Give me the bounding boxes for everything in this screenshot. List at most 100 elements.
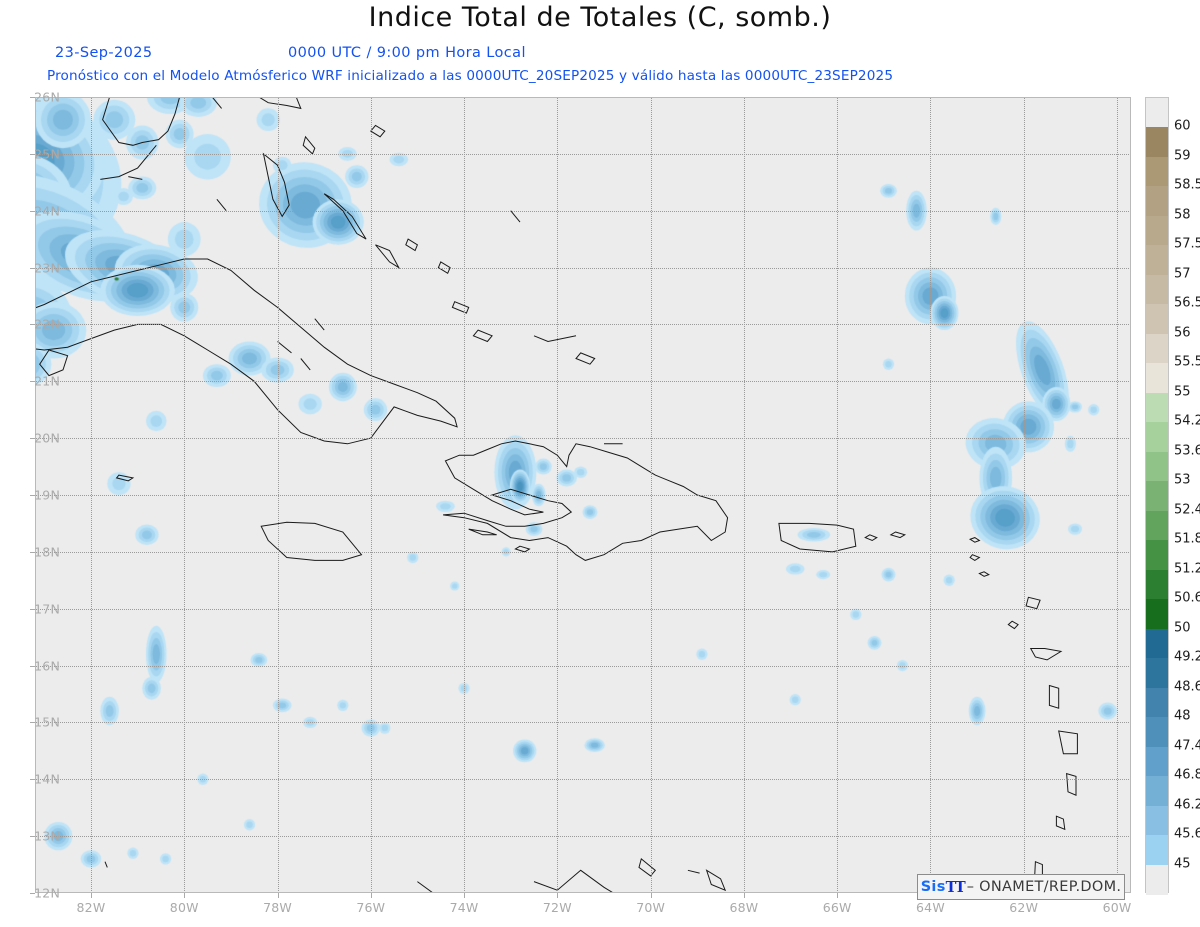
coastline-path xyxy=(437,261,451,275)
x-axis-tick-label: 62W xyxy=(1009,900,1039,915)
coastline-path xyxy=(375,244,401,270)
y-axis-tick-label: 25N xyxy=(34,146,60,162)
x-axis-tick-label: 70W xyxy=(636,900,666,915)
logo-tt-text: TT xyxy=(945,878,966,896)
colorbar-segment xyxy=(1146,98,1168,129)
coastline-path xyxy=(533,335,577,343)
x-axis-tick-label: 76W xyxy=(356,900,386,915)
coastline-path xyxy=(1058,730,1078,755)
colorbar-segment xyxy=(1146,835,1168,866)
coastline-path xyxy=(472,329,493,343)
colorbar-tick-label: 56.5 xyxy=(1174,295,1200,311)
gridline-lon xyxy=(277,97,279,893)
y-axis-tick xyxy=(30,836,35,838)
gridline-lon xyxy=(184,97,186,893)
colorbar-segment xyxy=(1146,864,1168,895)
coastline-path xyxy=(687,869,700,874)
y-axis-tick-label: 14N xyxy=(34,771,60,787)
colorbar-segment xyxy=(1146,776,1168,807)
colorbar-segment xyxy=(1146,510,1168,541)
colorbar-segment xyxy=(1146,274,1168,305)
coastline-path xyxy=(128,176,143,180)
coastline-path xyxy=(1048,684,1060,709)
y-axis-tick-label: 12N xyxy=(34,885,60,901)
x-axis-tick-label: 72W xyxy=(542,900,572,915)
gridline-lat xyxy=(35,153,1131,155)
colorbar-segment xyxy=(1146,304,1168,335)
y-axis-tick xyxy=(30,893,35,894)
gridline-lon xyxy=(464,97,466,893)
y-axis-tick xyxy=(30,97,35,98)
subtitle-line: 23-Sep-2025 0000 UTC / 9:00 pm Hora Loca… xyxy=(0,45,1200,65)
colorbar-segment xyxy=(1146,628,1168,659)
colorbar-tick-label: 46.8 xyxy=(1174,767,1200,783)
gridline-lat xyxy=(35,779,1131,781)
gridline-lat xyxy=(35,324,1131,326)
colorbar-tick-label: 53.6 xyxy=(1174,443,1200,459)
x-axis-tick-label: 82W xyxy=(76,900,106,915)
colorbar-tick-label: 58 xyxy=(1174,207,1191,223)
coastline-path xyxy=(216,198,227,212)
colorbar-tick-label: 45.6 xyxy=(1174,826,1200,842)
gridline-lat xyxy=(35,551,1131,553)
coastline-path xyxy=(1007,620,1019,630)
x-axis-tick-label: 80W xyxy=(169,900,199,915)
colorbar-segment xyxy=(1146,569,1168,600)
colorbar-tick-label: 49.2 xyxy=(1174,649,1200,665)
y-axis-tick xyxy=(30,438,35,440)
x-axis-tick-label: 64W xyxy=(916,900,945,915)
coastline-path xyxy=(104,861,108,868)
colorbar-tick-label: 51.8 xyxy=(1174,531,1200,547)
map-plot xyxy=(35,97,1131,893)
gridline-lon xyxy=(930,97,932,893)
x-axis-tick-label: 78W xyxy=(263,900,292,915)
colorbar-segment xyxy=(1146,333,1168,364)
coastline-path xyxy=(405,238,419,252)
y-axis-tick-label: 16N xyxy=(34,658,60,674)
y-axis-tick xyxy=(30,495,35,496)
coastline-path xyxy=(35,258,458,445)
colorbar-segment xyxy=(1146,186,1168,217)
map-canvas xyxy=(35,97,1131,893)
colorbar-segment xyxy=(1146,245,1168,276)
x-axis-tick xyxy=(650,893,652,898)
coastline-path xyxy=(260,521,363,561)
x-axis-tick xyxy=(370,893,372,898)
x-axis-tick xyxy=(837,893,839,898)
coastline-path xyxy=(300,358,311,371)
gridline-lon xyxy=(1023,97,1025,893)
y-axis-tick-label: 13N xyxy=(34,828,60,844)
y-axis-tick xyxy=(30,608,35,610)
coastline-path xyxy=(115,474,135,482)
coastline-path xyxy=(889,531,907,539)
page-title: Indice Total de Totales (C, somb.) xyxy=(368,2,832,33)
forecast-time: 0000 UTC / 9:00 pm Hora Local xyxy=(288,45,526,61)
colorbar-segment xyxy=(1146,451,1168,482)
model-description: Pronóstico con el Modelo Atmósferico WRF… xyxy=(47,68,894,84)
colorbar-segment xyxy=(1146,540,1168,571)
colorbar-segment xyxy=(1146,422,1168,453)
header: Indice Total de Totales (C, somb.) 23-Se… xyxy=(0,0,1200,92)
coastline-path xyxy=(443,440,729,561)
colorbar-tick-label: 60 xyxy=(1174,118,1191,134)
gridline-lon xyxy=(557,97,559,893)
x-axis-tick xyxy=(277,893,279,898)
coastline-path xyxy=(370,124,386,138)
coastline-path xyxy=(100,144,157,180)
colorbar-segment xyxy=(1146,687,1168,718)
coastline-path xyxy=(451,301,470,314)
colorbar-segment xyxy=(1146,392,1168,423)
gridline-lon xyxy=(837,97,839,893)
attribution-logo: Sis TT – ONAMET/REP.DOM. xyxy=(917,874,1125,900)
coastline-path xyxy=(314,318,325,331)
y-axis-tick-label: 18N xyxy=(34,544,60,560)
y-axis-tick xyxy=(30,779,35,781)
logo-agency-text: – ONAMET/REP.DOM. xyxy=(966,879,1122,895)
y-axis-tick-label: 24N xyxy=(34,203,60,219)
coastline-path xyxy=(262,152,290,218)
coastline-path xyxy=(257,97,302,110)
gridline-lat xyxy=(35,495,1131,496)
y-axis-tick xyxy=(30,551,35,553)
coastline-path xyxy=(978,571,990,577)
x-axis-tick-label: 66W xyxy=(822,900,852,915)
